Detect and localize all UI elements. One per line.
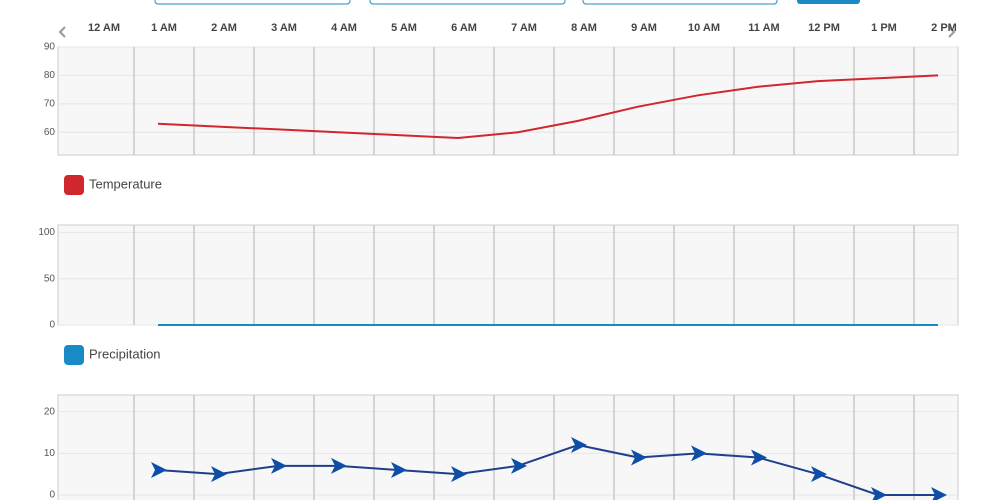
wind-marker [211,466,227,483]
legend-label: Temperature [89,176,162,191]
wind-marker [871,487,887,500]
y-tick-label: 50 [44,273,56,284]
plot-area [57,394,959,500]
tab-button-active[interactable] [797,0,860,4]
wind-marker [331,457,347,474]
wind-marker [691,445,707,462]
wind-marker [151,462,167,478]
series-group [157,74,939,139]
plot-area [57,224,959,326]
wind-marker [811,466,827,483]
tab-button[interactable] [369,0,566,5]
hour-label: 12 PM [808,22,840,34]
hour-label: 3 AM [271,22,297,34]
series-group [151,437,947,500]
y-tick-label: 90 [44,42,56,53]
scroll-right[interactable] [948,26,956,38]
hour-label: 8 AM [571,22,597,34]
wind-marker [271,457,287,474]
legend-swatch [64,175,84,195]
y-tick-label: 80 [44,70,56,81]
y-tick-label: 0 [49,490,55,500]
tab-button[interactable] [582,0,778,5]
hour-label: 1 PM [871,22,897,34]
y-tick-label: 100 [38,227,55,238]
hour-label: 1 AM [151,22,177,34]
y-tick-label: 10 [44,448,56,459]
legend-label: Precipitation [89,346,161,361]
legend-swatch [64,345,84,365]
hour-label: 10 AM [688,22,720,34]
y-tick-label: 20 [44,406,56,417]
y-tick-label: 0 [49,320,55,331]
series-line [157,74,939,139]
series-line [157,443,938,496]
wind-marker [391,462,407,478]
plot-area [57,46,959,156]
tab-button[interactable] [154,0,351,5]
wind-marker [511,457,527,474]
hour-label: 6 AM [451,22,477,34]
wind-marker [631,449,647,466]
y-tick-label: 60 [44,127,56,138]
wind-marker [931,487,947,500]
wind-marker [751,449,767,466]
hour-label: 11 AM [748,22,779,34]
scroll-left[interactable] [58,26,66,38]
hour-label: 5 AM [391,22,417,34]
hour-label: 9 AM [631,22,657,34]
hour-label: 12 AM [88,22,120,34]
hour-label: 7 AM [511,22,537,34]
hour-label: 2 AM [211,22,237,34]
hour-label: 4 AM [331,22,357,34]
wind-marker [451,466,467,483]
hour-label: 2 PM [931,22,957,34]
hour-axis: 12 AM 1 AM 2 AM 3 AM 4 AM 5 AM 6 AM 7 AM 8 AM 9 A… [88,22,957,34]
y-tick-label: 70 [44,98,56,109]
wind-marker [571,437,587,453]
